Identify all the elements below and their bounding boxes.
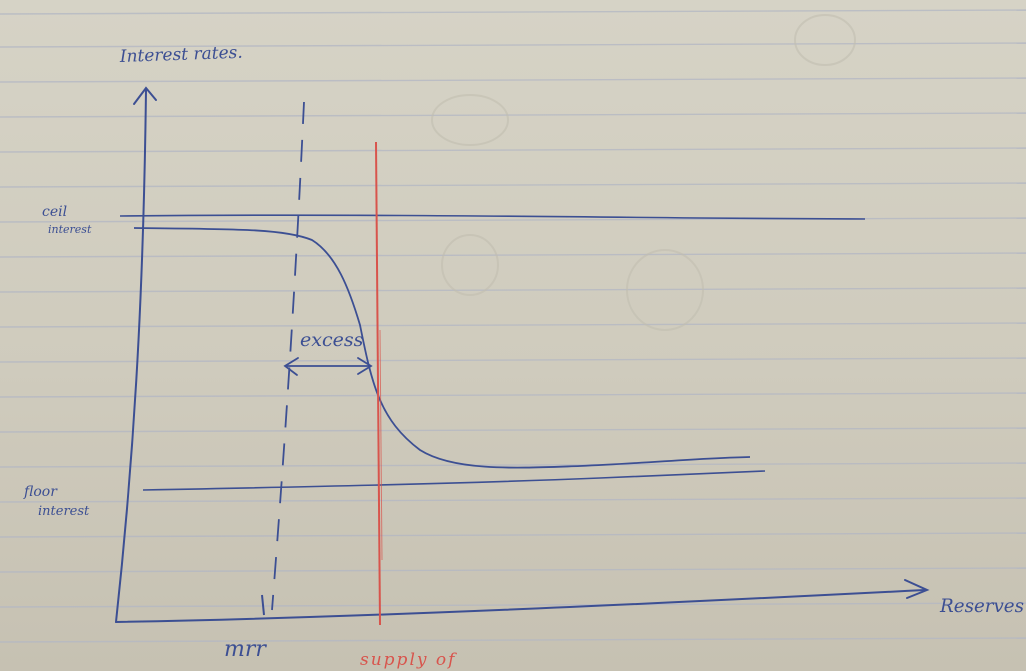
floor-label-line1: floor [23,484,58,500]
y-axis-arrowhead [133,86,157,105]
ceiling-label-line2: interest [48,223,92,236]
supply-label: supply of [360,650,457,670]
paper-stains [431,14,856,331]
supply-line [375,141,381,626]
axes [115,86,930,623]
floor-rate-line [142,470,766,491]
ruled-lines [0,9,1026,643]
x-axis-label: Reserves [939,595,1024,617]
y-axis-label: Interest rates. [118,43,243,67]
x-axis [115,589,926,623]
floor-label-line2: interest [38,504,90,519]
ceiling-rate-line [119,214,866,220]
demand-curve [133,227,751,469]
excess-label: excess [300,329,364,351]
y-axis [115,89,147,623]
supply-line-double [379,329,383,561]
mrr-tick [261,594,265,616]
mrr-dashed-line [271,101,305,611]
ceiling-label-line1: ceil [42,204,67,220]
excess-arrow [283,357,373,376]
mrr-label: mrr [224,637,267,662]
x-axis-arrowhead [904,579,930,599]
